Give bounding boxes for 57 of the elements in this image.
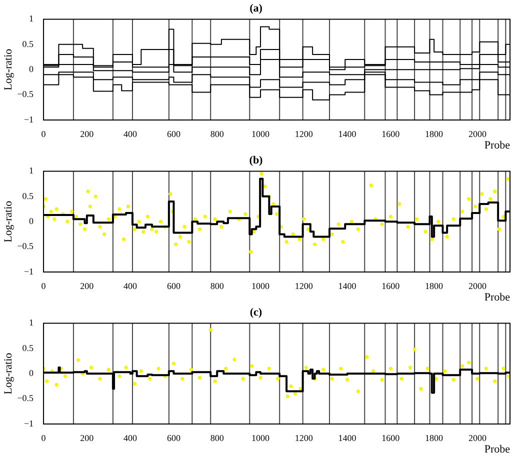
y-tick-label: 0: [29, 216, 34, 226]
x-axis-title: Probe: [484, 139, 510, 152]
chart-title: (a): [250, 2, 263, 14]
x-axis-title: Probe: [484, 291, 510, 304]
chart-title: (b): [249, 154, 264, 166]
y-axis-title: Log-ratio: [2, 352, 14, 394]
y-tick-label: 0.5: [22, 38, 34, 49]
x-tick-label: 600: [166, 280, 181, 291]
x-tick-label: 1000: [251, 280, 270, 291]
x-tick-label: 1200: [294, 432, 314, 443]
x-tick-label: 600: [166, 432, 181, 443]
y-tick-label: 0: [29, 64, 34, 74]
x-tick-label: 800: [210, 432, 224, 443]
x-tick-label: 0: [41, 128, 46, 139]
y-tick-label: 1: [29, 318, 34, 328]
x-tick-label: 1400: [338, 432, 357, 443]
y-tick-label: −0.5: [17, 241, 34, 252]
x-tick-label: 400: [124, 280, 138, 291]
x-tick-label: 1400: [338, 128, 357, 139]
x-tick-label: 200: [80, 128, 94, 139]
y-axis-title: Log-ratio: [2, 200, 14, 242]
x-tick-label: 1400: [338, 280, 357, 291]
y-tick-label: 0: [29, 368, 34, 378]
y-tick-label: −1: [24, 266, 34, 276]
x-tick-label: 400: [124, 128, 138, 139]
x-tick-label: 1000: [251, 128, 270, 139]
x-tick-label: 800: [210, 280, 224, 291]
y-tick-label: 1: [29, 14, 34, 24]
y-tick-label: 0.5: [22, 190, 34, 201]
x-axis-title: Probe: [484, 443, 510, 456]
y-tick-label: −1: [24, 418, 34, 428]
x-tick-label: 0: [41, 280, 46, 291]
x-tick-label: 1000: [251, 432, 270, 443]
x-tick-label: 1600: [382, 128, 400, 139]
x-tick-label: 1200: [294, 128, 314, 139]
x-tick-label: 1800: [425, 128, 444, 139]
x-tick-label: 2000: [468, 128, 487, 139]
x-tick-label: 400: [124, 432, 138, 443]
x-tick-label: 1600: [382, 280, 400, 291]
y-tick-label: −1: [24, 114, 34, 124]
x-tick-label: 2000: [468, 432, 487, 443]
x-tick-label: 800: [210, 128, 224, 139]
x-tick-label: 0: [41, 432, 46, 443]
x-tick-label: 200: [80, 432, 94, 443]
x-tick-label: 600: [166, 128, 181, 139]
x-tick-label: 1800: [425, 280, 444, 291]
chart-title: (c): [250, 306, 262, 318]
y-tick-label: −0.5: [17, 89, 34, 100]
y-tick-label: 1: [29, 166, 34, 176]
x-tick-label: 200: [80, 280, 94, 291]
x-tick-label: 1600: [382, 432, 400, 443]
y-axis-title: Log-ratio: [2, 48, 14, 90]
x-tick-label: 1200: [294, 280, 314, 291]
x-tick-label: 1800: [425, 432, 444, 443]
x-tick-label: 2000: [468, 280, 487, 291]
y-tick-label: 0.5: [22, 342, 34, 353]
y-tick-label: −0.5: [17, 393, 34, 404]
